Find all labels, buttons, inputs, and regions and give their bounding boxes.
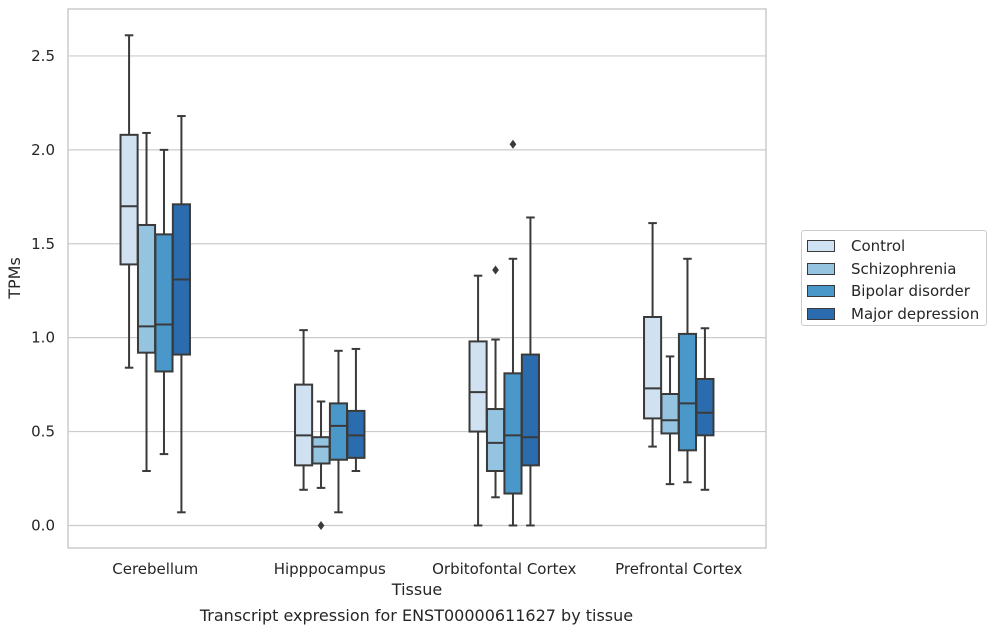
y-axis-label: TPMs	[5, 257, 24, 300]
box-body	[119, 133, 139, 266]
box-schizophrenia-orbitofontal-cortex	[485, 265, 506, 499]
x-tick-label: Prefrontal Cortex	[615, 560, 742, 578]
x-tick-label: Orbitofontal Cortex	[432, 560, 576, 578]
box-bipolar-disorder-hipppocampus	[328, 349, 349, 514]
outlier-point	[317, 520, 325, 530]
box-schizophrenia-cerebellum	[136, 131, 157, 472]
plot-frame	[67, 8, 767, 549]
box-control-orbitofontal-cortex	[468, 274, 488, 527]
legend-swatch-schizophrenia	[807, 262, 835, 275]
box-bipolar-disorder-cerebellum	[154, 148, 174, 456]
legend-swatch-bipolar-disorder	[807, 285, 835, 298]
box-body	[643, 316, 663, 420]
box-bipolar-disorder-prefrontal-cortex	[677, 257, 698, 484]
box-body	[154, 233, 174, 373]
y-tick-label: 0.5	[31, 423, 55, 441]
box-control-cerebellum	[119, 34, 139, 369]
box-body	[677, 332, 698, 452]
x-tick-label: Hipppocampus	[274, 560, 386, 578]
y-tick-label: 0.0	[31, 516, 55, 534]
box-major-depression-hipppocampus	[346, 347, 366, 472]
y-tick-label: 1.5	[31, 235, 55, 253]
box-major-depression-prefrontal-cortex	[695, 327, 715, 491]
legend-item-bipolar-disorder: Bipolar disorder	[807, 280, 986, 303]
box-body	[468, 340, 488, 433]
box-bipolar-disorder-orbitofontal-cortex	[503, 139, 523, 527]
legend-swatch-major-depression	[807, 307, 835, 320]
legend-label-schizophrenia: Schizophrenia	[851, 259, 957, 278]
box-body	[660, 393, 680, 435]
x-axis-ticks: Cerebellum Hipppocampus Orbitofontal Corte…	[112, 560, 742, 578]
box-schizophrenia-hipppocampus	[311, 400, 331, 530]
legend-label-control: Control	[851, 237, 906, 256]
legend-label-bipolar-disorder: Bipolar disorder	[851, 282, 970, 301]
legend-item-schizophrenia: Schizophrenia	[807, 258, 986, 281]
box-schizophrenia-prefrontal-cortex	[660, 355, 680, 486]
y-axis-ticks: 0.0 0.5 1.0 1.5 2.0 2.5	[31, 47, 55, 535]
box-plot-marks	[119, 34, 715, 530]
box-body	[695, 377, 715, 437]
box-major-depression-cerebellum	[171, 115, 191, 514]
box-body	[328, 402, 349, 461]
box-body	[136, 223, 157, 354]
box-major-depression-orbitofontal-cortex	[520, 216, 540, 527]
legend-item-major-depression: Major depression	[807, 303, 986, 326]
box-body	[485, 408, 506, 472]
box-body	[520, 353, 540, 467]
y-tick-label: 2.0	[31, 141, 55, 159]
legend-item-control: Control	[807, 235, 986, 258]
box-control-prefrontal-cortex	[643, 222, 663, 448]
outlier-point	[509, 139, 517, 149]
legend-swatch-control	[807, 240, 835, 253]
y-tick-label: 1.0	[31, 329, 55, 347]
x-tick-label: Cerebellum	[112, 560, 198, 578]
outlier-point	[492, 265, 499, 275]
legend: Control Schizophrenia Bipolar disorder M…	[801, 230, 987, 326]
legend-label-major-depression: Major depression	[851, 304, 980, 323]
box-body	[311, 436, 331, 465]
x-axis-label: Tissue	[391, 580, 442, 599]
box-body	[294, 383, 314, 467]
box-control-hipppocampus	[294, 329, 314, 491]
box-body	[503, 372, 523, 495]
y-tick-label: 2.5	[31, 47, 55, 65]
chart-title: Transcript expression for ENST0000061162…	[199, 606, 634, 625]
